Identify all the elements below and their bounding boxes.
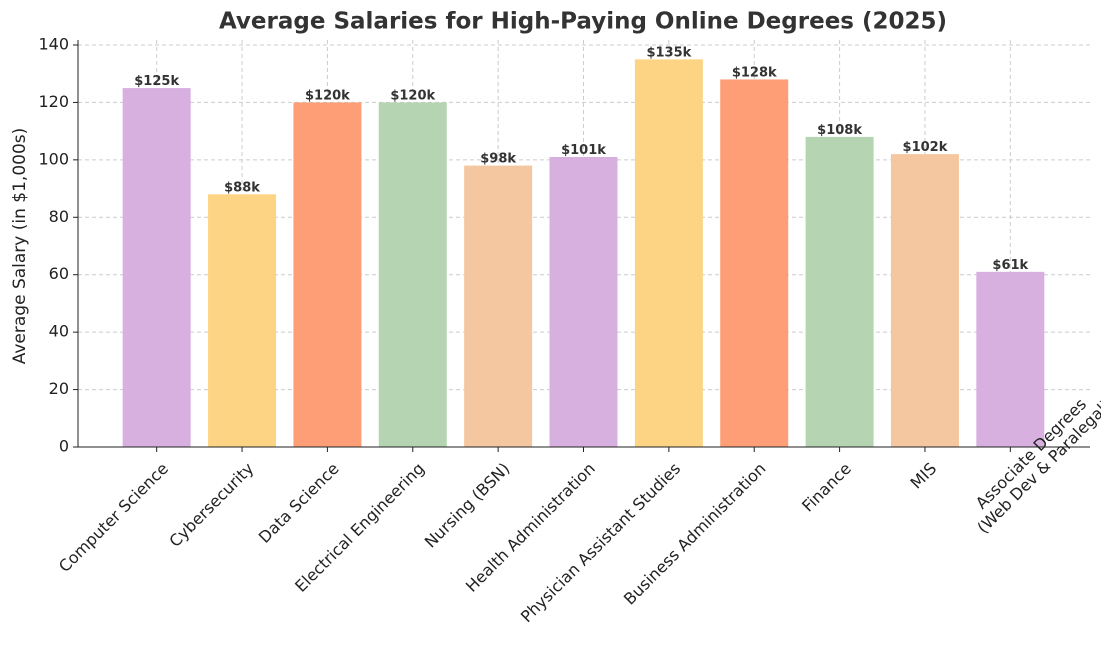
bar-value-label: $88k (224, 180, 260, 195)
y-axis-label: Average Salary (in $1,000s) (10, 128, 30, 365)
bar-value-label: $108k (817, 123, 862, 138)
bar-value-label: $135k (646, 45, 691, 60)
x-tick-group: Cybersecurity (165, 459, 257, 551)
y-tick-label: 0 (59, 437, 69, 456)
bar-value-label: $125k (134, 74, 179, 89)
bar (378, 102, 447, 447)
x-tick-label: Finance (798, 459, 855, 516)
bar (634, 59, 703, 447)
x-tick-group: Computer Science (55, 459, 172, 576)
x-tick-group: Nursing (BSN) (421, 459, 514, 552)
x-tick-label: Physician Assistant Studies (517, 459, 684, 626)
chart-title: Average Salaries for High-Paying Online … (219, 9, 947, 35)
y-tick-label: 60 (49, 264, 69, 283)
x-tick-group: MIS (907, 459, 941, 493)
bar (720, 79, 789, 447)
y-tick-label: 80 (49, 207, 69, 226)
x-tick-group: Finance (798, 459, 855, 516)
x-tick-group: Business Administration (620, 459, 770, 609)
bar (976, 271, 1045, 447)
y-tick-label: 140 (38, 35, 69, 54)
bar-value-label: $98k (480, 152, 516, 167)
x-tick-label: Nursing (BSN) (421, 459, 514, 552)
y-tick-label: 40 (49, 322, 69, 341)
bar-value-label: $102k (903, 140, 948, 155)
bar (293, 102, 362, 447)
x-tick-group: Data Science (255, 459, 343, 547)
bar (464, 165, 533, 447)
bar (890, 154, 959, 447)
bar-value-label: $120k (390, 88, 435, 103)
x-tick-label: MIS (907, 459, 941, 493)
x-tick-label: Business Administration (620, 459, 770, 609)
bar (549, 156, 618, 447)
x-tick-label: Cybersecurity (165, 459, 257, 551)
x-tick-label: Data Science (255, 459, 343, 547)
x-tick-label: Computer Science (55, 459, 172, 576)
bar-value-label: $101k (561, 143, 606, 158)
x-tick-group: Physician Assistant Studies (517, 459, 684, 626)
bar (208, 194, 277, 447)
bar-value-label: $120k (305, 88, 350, 103)
bar (805, 136, 874, 447)
y-tick-label: 120 (38, 92, 69, 111)
bar-value-label: $128k (732, 65, 777, 80)
bar-value-label: $61k (992, 258, 1028, 273)
bar (122, 88, 191, 448)
y-tick-label: 100 (38, 149, 69, 168)
y-tick-label: 20 (49, 379, 69, 398)
